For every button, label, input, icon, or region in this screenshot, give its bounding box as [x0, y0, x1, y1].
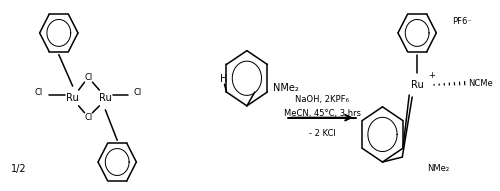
Text: Cl: Cl	[84, 73, 92, 82]
Text: +: +	[428, 71, 436, 80]
Text: H: H	[220, 74, 227, 84]
Text: NaOH, 2KPF₆: NaOH, 2KPF₆	[295, 96, 349, 104]
Text: NMe₂: NMe₂	[272, 83, 298, 93]
Text: Cl: Cl	[84, 113, 92, 122]
Text: Ru: Ru	[411, 80, 424, 90]
Text: Ru: Ru	[99, 93, 112, 103]
Text: PF6⁻: PF6⁻	[452, 17, 471, 26]
Text: 1/2: 1/2	[12, 164, 27, 174]
Text: NMe₂: NMe₂	[427, 164, 449, 173]
Text: Ru: Ru	[66, 93, 79, 103]
Text: MeCN, 45°C, 3 hrs: MeCN, 45°C, 3 hrs	[284, 109, 360, 118]
Text: Cl: Cl	[35, 87, 43, 97]
Text: NCMe: NCMe	[468, 79, 492, 88]
Text: - 2 KCl: - 2 KCl	[308, 129, 336, 138]
Text: Cl: Cl	[134, 87, 142, 97]
